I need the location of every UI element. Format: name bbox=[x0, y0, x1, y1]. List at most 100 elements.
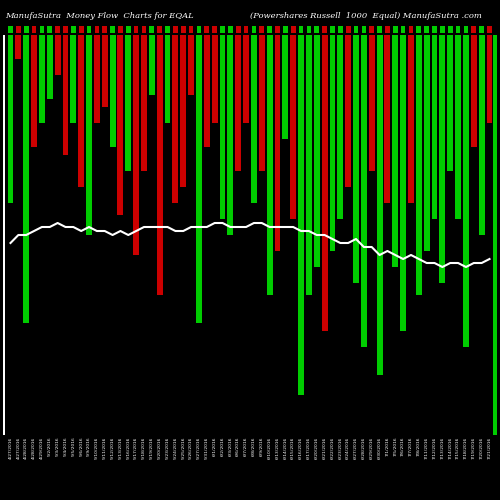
Bar bbox=[283, 26, 288, 32]
Bar bbox=[196, 35, 202, 323]
Bar bbox=[338, 35, 343, 219]
Bar bbox=[432, 35, 438, 219]
Bar bbox=[134, 26, 138, 32]
Bar bbox=[180, 35, 186, 187]
Bar bbox=[228, 26, 232, 32]
Bar bbox=[330, 35, 336, 251]
Bar bbox=[487, 26, 492, 32]
Bar bbox=[401, 26, 406, 32]
Bar bbox=[126, 26, 130, 32]
Bar bbox=[39, 35, 45, 123]
Bar bbox=[94, 35, 100, 123]
Bar bbox=[385, 26, 390, 32]
Bar bbox=[314, 35, 320, 267]
Bar bbox=[424, 35, 430, 251]
Bar bbox=[196, 26, 202, 32]
Bar bbox=[471, 35, 476, 147]
Bar bbox=[392, 35, 398, 267]
Bar bbox=[448, 26, 452, 32]
Bar bbox=[244, 26, 248, 32]
Bar bbox=[86, 26, 92, 32]
Bar bbox=[274, 35, 280, 251]
Bar bbox=[102, 35, 108, 107]
Text: ManufaSutra  Money Flow  Charts for EQAL: ManufaSutra Money Flow Charts for EQAL bbox=[5, 12, 194, 20]
Bar bbox=[133, 35, 139, 255]
Bar bbox=[236, 35, 241, 171]
Bar bbox=[173, 26, 178, 32]
Bar bbox=[354, 26, 358, 32]
Bar bbox=[110, 35, 116, 147]
Bar bbox=[440, 26, 444, 32]
Bar bbox=[306, 35, 312, 295]
Bar bbox=[228, 35, 234, 235]
Bar bbox=[48, 26, 52, 32]
Bar bbox=[141, 35, 147, 171]
Bar bbox=[204, 26, 209, 32]
Bar bbox=[54, 35, 60, 75]
Bar bbox=[393, 26, 398, 32]
Bar bbox=[353, 35, 359, 283]
Bar bbox=[369, 35, 374, 171]
Bar bbox=[40, 26, 44, 32]
Bar bbox=[290, 35, 296, 219]
Bar bbox=[31, 35, 37, 147]
Bar bbox=[259, 35, 264, 171]
Bar bbox=[275, 26, 280, 32]
Bar bbox=[268, 26, 272, 32]
Bar bbox=[480, 26, 484, 32]
Bar bbox=[464, 26, 468, 32]
Bar bbox=[416, 26, 421, 32]
Bar bbox=[188, 35, 194, 95]
Bar bbox=[158, 26, 162, 32]
Bar bbox=[455, 35, 461, 219]
Bar bbox=[47, 35, 52, 99]
Bar bbox=[79, 26, 84, 32]
Bar bbox=[314, 26, 319, 32]
Bar bbox=[478, 35, 484, 235]
Bar bbox=[204, 35, 210, 147]
Bar bbox=[220, 35, 226, 219]
Bar bbox=[298, 26, 304, 32]
Bar bbox=[346, 26, 350, 32]
Bar bbox=[165, 26, 170, 32]
Bar bbox=[440, 35, 446, 283]
Bar bbox=[416, 35, 422, 295]
Bar bbox=[432, 26, 437, 32]
Bar bbox=[370, 26, 374, 32]
Bar bbox=[243, 35, 249, 123]
Bar bbox=[236, 26, 240, 32]
Text: (Powershares Russell  1000  Equal) ManufaSutra .com: (Powershares Russell 1000 Equal) ManufaS… bbox=[250, 12, 482, 20]
Bar bbox=[472, 26, 476, 32]
Bar bbox=[149, 35, 155, 95]
Bar bbox=[330, 26, 335, 32]
Bar bbox=[78, 35, 84, 187]
Bar bbox=[102, 26, 107, 32]
Bar bbox=[322, 35, 328, 331]
Bar bbox=[16, 35, 22, 59]
Bar bbox=[71, 26, 76, 32]
Bar bbox=[251, 35, 257, 203]
Bar bbox=[361, 35, 367, 347]
Bar bbox=[188, 26, 194, 32]
Bar bbox=[376, 35, 382, 375]
Bar bbox=[86, 35, 92, 235]
Bar bbox=[150, 26, 154, 32]
Bar bbox=[282, 35, 288, 139]
Bar bbox=[220, 26, 225, 32]
Bar bbox=[118, 35, 124, 215]
Bar bbox=[298, 35, 304, 395]
Bar bbox=[126, 35, 131, 171]
Bar bbox=[212, 26, 217, 32]
Bar bbox=[463, 35, 469, 347]
Bar bbox=[8, 26, 13, 32]
Bar bbox=[266, 35, 272, 295]
Bar bbox=[110, 26, 115, 32]
Bar bbox=[164, 35, 170, 123]
Bar bbox=[362, 26, 366, 32]
Bar bbox=[408, 35, 414, 203]
Bar bbox=[291, 26, 296, 32]
Bar bbox=[322, 26, 327, 32]
Bar bbox=[62, 35, 68, 155]
Bar bbox=[94, 26, 99, 32]
Bar bbox=[181, 26, 186, 32]
